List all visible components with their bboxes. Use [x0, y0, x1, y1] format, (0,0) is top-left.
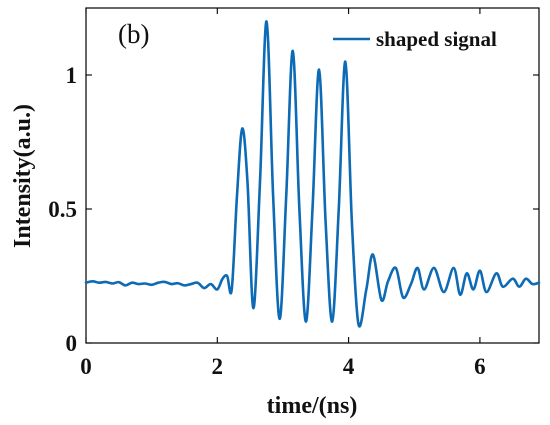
y-tick-label: 1: [66, 63, 78, 88]
legend: shaped signal: [333, 27, 497, 51]
ticks: 0 2 4 6 0 0.5 1: [48, 8, 539, 379]
panel-label: (b): [118, 19, 149, 49]
x-tick-label: 0: [80, 354, 92, 379]
legend-label: shaped signal: [376, 27, 497, 51]
x-tick-label: 6: [474, 354, 486, 379]
y-tick-label: 0.5: [48, 197, 77, 222]
y-axis-title: Intensity(a.u.): [10, 104, 36, 248]
x-tick-label: 4: [343, 354, 355, 379]
plot-frame: [85, 7, 540, 344]
series-layer: [84, 20, 541, 328]
y-tick-label: 0: [66, 331, 78, 356]
x-axis-title: time/(ns): [267, 393, 358, 419]
series-line-shaped-signal: [84, 20, 541, 328]
x-tick-label: 2: [212, 354, 224, 379]
